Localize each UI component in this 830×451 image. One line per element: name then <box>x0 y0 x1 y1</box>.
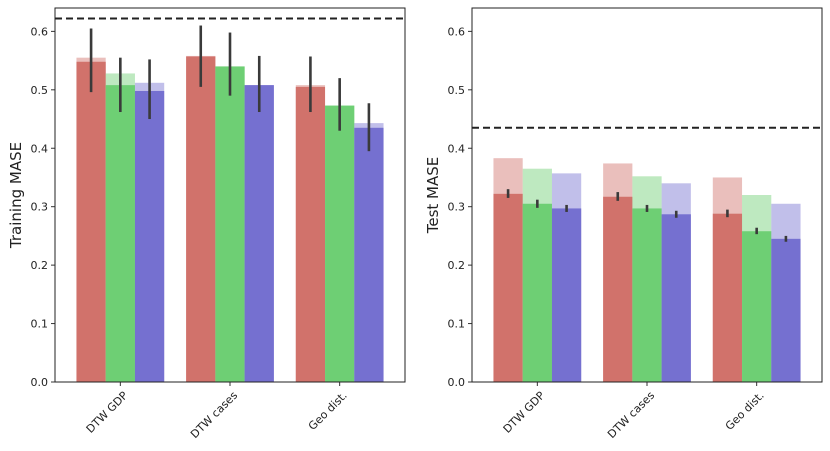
test-mase-panel: 0.0 0.1 0.2 0.3 0.4 0.5 0.6 Test MASE DTW GDP DTW… <box>424 7 823 441</box>
bar <box>661 214 691 382</box>
y-tick-label: 0.0 <box>448 376 466 389</box>
y-tick-label: 0.2 <box>448 259 466 272</box>
y-tick-label: 0.5 <box>448 84 466 97</box>
bar <box>215 66 245 382</box>
bar <box>771 238 801 382</box>
x-tick-label: Geo dist. <box>306 389 350 433</box>
bar <box>354 127 384 382</box>
bar <box>712 213 743 382</box>
x-tick-label: DTW cases <box>188 389 240 441</box>
x-tick-label: Geo dist. <box>723 389 767 433</box>
bar <box>632 208 662 382</box>
y-tick-label: 0.2 <box>31 259 49 272</box>
bar <box>244 85 274 382</box>
bar <box>105 85 135 382</box>
y-tick-label: 0.4 <box>448 142 466 155</box>
bar <box>551 208 582 382</box>
y-tick-label: 0.6 <box>31 25 49 38</box>
bar <box>76 61 106 382</box>
x-tick-label: DTW GDP <box>84 389 131 436</box>
training-mase-panel: 0.0 0.1 0.2 0.3 0.4 0.5 0.6 Training MASE DTW GD… <box>7 7 406 441</box>
plot-frame <box>54 7 406 383</box>
y-tick-label: 0.5 <box>31 84 49 97</box>
bar <box>493 193 523 382</box>
bar <box>186 56 216 383</box>
x-tick-label: DTW cases <box>605 389 657 441</box>
y-tick-label: 0.0 <box>31 376 49 389</box>
y-tick-label: 0.3 <box>31 201 49 214</box>
y-tick-label: 0.1 <box>448 318 466 331</box>
y-tick-label: 0.4 <box>31 142 49 155</box>
bar <box>603 196 633 382</box>
bar <box>134 90 165 382</box>
plot-frame <box>471 7 823 383</box>
x-tick-label: DTW GDP <box>501 389 548 436</box>
y-tick-label: 0.6 <box>448 25 466 38</box>
y-tick-label: 0.1 <box>31 318 49 331</box>
y-axis-label: Training MASE <box>7 142 25 249</box>
bar <box>295 86 326 382</box>
y-axis-label: Test MASE <box>424 157 442 235</box>
bar <box>742 231 772 382</box>
bar <box>522 203 552 382</box>
bar <box>325 105 355 382</box>
y-tick-label: 0.3 <box>448 201 466 214</box>
